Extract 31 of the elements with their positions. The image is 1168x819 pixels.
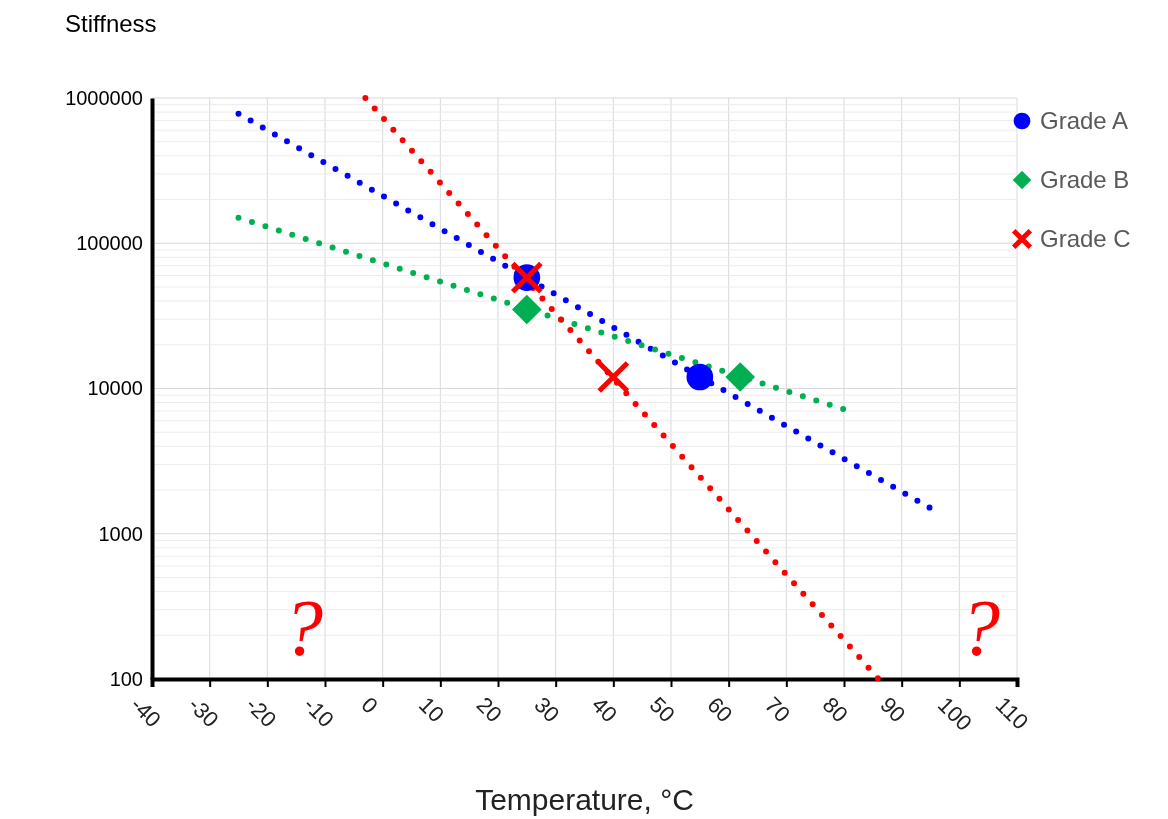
x-tick-label: 90 (875, 692, 911, 728)
x-tick-label: 40 (587, 692, 623, 728)
x-tick-label: 80 (817, 692, 853, 728)
x-tick-label: -30 (183, 692, 224, 733)
annotation: ? (960, 584, 1000, 672)
x-tick-label: 30 (529, 692, 565, 728)
x-tick-label: -10 (298, 692, 339, 733)
x-tick-label: -40 (125, 692, 166, 733)
x-tick-label: 70 (760, 692, 796, 728)
y-tick-label: 1000 (98, 522, 143, 545)
x-tick-label: 20 (471, 692, 507, 728)
legend-label: Grade A (1040, 107, 1129, 135)
y-tick-label: 1000000 (65, 86, 143, 109)
x-tick-label: -20 (241, 692, 282, 733)
annotation: ? (283, 584, 323, 672)
x-tick-label: 60 (702, 692, 738, 728)
x-tick-label: 50 (644, 692, 680, 728)
legend-label: Grade B (1040, 166, 1130, 194)
y-tick-label: 100000 (76, 232, 143, 255)
y-tick-label: 10000 (87, 377, 143, 400)
x-tick-label: 110 (990, 692, 1034, 735)
point (725, 362, 756, 392)
y-tick-label: 100 (109, 667, 143, 690)
point (512, 294, 542, 325)
x-axis-title: Temperature, °C (475, 783, 694, 816)
x-tick-label: 10 (414, 692, 450, 728)
x-tick-label: 100 (933, 692, 977, 736)
point (596, 360, 630, 394)
legend-label: Grade C (1040, 225, 1131, 253)
x-tick-label: 0 (356, 692, 383, 719)
y-axis-title: Stiffness (65, 10, 157, 37)
